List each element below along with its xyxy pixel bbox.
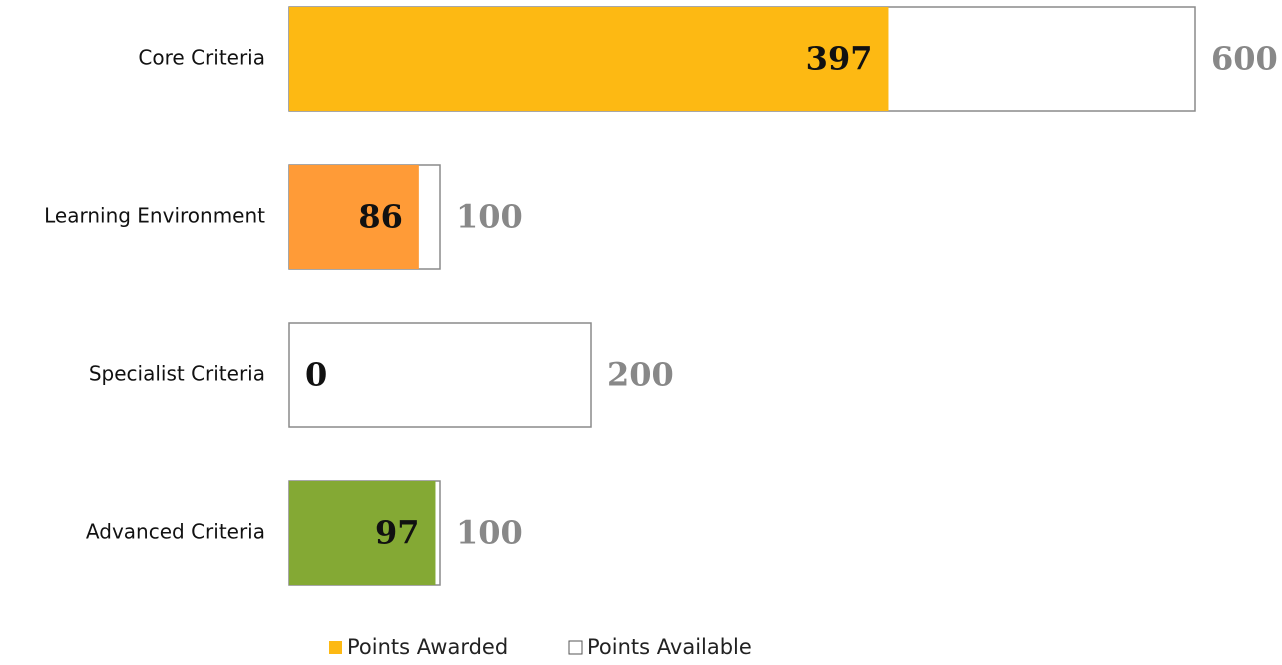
available-bar <box>288 322 592 428</box>
awarded-bar <box>289 165 419 269</box>
legend-swatch <box>329 641 342 654</box>
available-label: 100 <box>456 198 523 236</box>
category-label: Core Criteria <box>138 46 265 70</box>
legend-swatch <box>568 640 583 655</box>
awarded-label: 97 <box>375 514 420 552</box>
awarded-label: 86 <box>358 198 403 236</box>
available-label: 200 <box>607 356 674 394</box>
awarded-label: 0 <box>305 356 327 394</box>
category-label: Advanced Criteria <box>86 520 265 544</box>
available-label: 100 <box>456 514 523 552</box>
category-label: Specialist Criteria <box>89 362 265 386</box>
awarded-label: 397 <box>806 40 873 78</box>
legend-label: Points Awarded <box>347 635 508 659</box>
awarded-bar <box>289 7 889 111</box>
awarded-bar <box>289 481 436 585</box>
available-label: 600 <box>1211 40 1278 78</box>
legend-label: Points Available <box>587 635 752 659</box>
category-label: Learning Environment <box>44 204 265 228</box>
